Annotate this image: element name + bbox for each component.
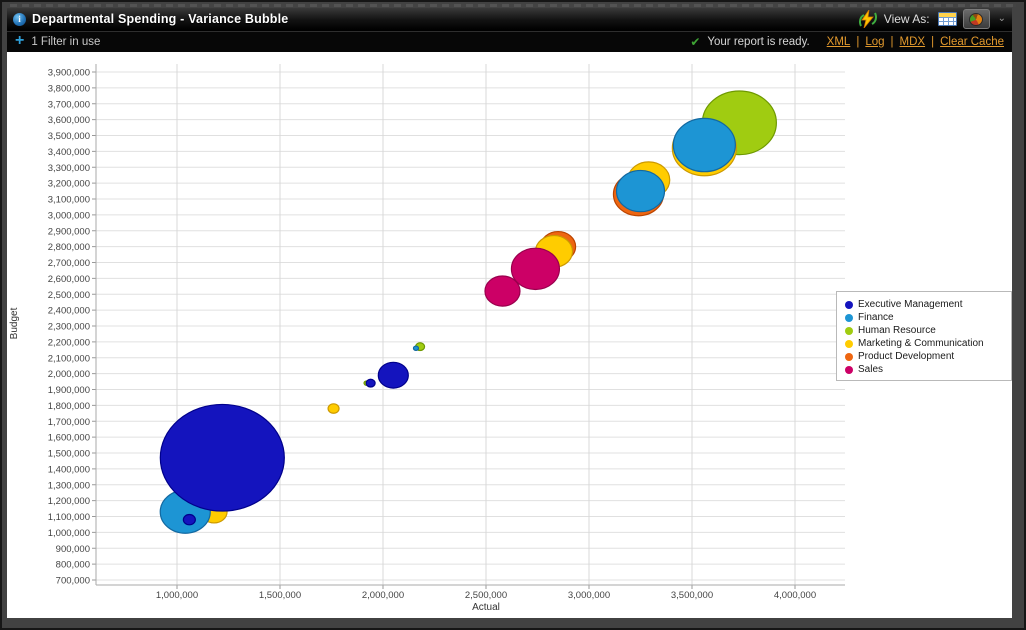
- bubble-finance[interactable]: [673, 118, 735, 171]
- view-as-label: View As:: [884, 12, 930, 26]
- y-tick-label: 2,500,000: [48, 290, 90, 301]
- y-tick-label: 3,400,000: [48, 147, 90, 158]
- legend-item[interactable]: Sales: [845, 363, 1005, 376]
- bubble-sales[interactable]: [511, 248, 559, 289]
- y-tick-label: 1,600,000: [48, 433, 90, 444]
- legend-label: Human Resource: [858, 325, 936, 336]
- y-tick-label: 1,800,000: [48, 401, 90, 412]
- bubble-marketing-communication[interactable]: [328, 404, 339, 413]
- x-tick-label: 2,500,000: [465, 590, 507, 601]
- y-tick-label: 2,000,000: [48, 369, 90, 380]
- legend-label: Executive Management: [858, 299, 963, 310]
- x-tick-label: 3,000,000: [568, 590, 610, 601]
- y-tick-label: 1,400,000: [48, 464, 90, 475]
- pie-chart-icon: [969, 13, 983, 26]
- bubble-executive-management[interactable]: [378, 362, 408, 388]
- add-filter-icon[interactable]: +: [15, 33, 24, 49]
- y-tick-label: 1,300,000: [48, 480, 90, 491]
- chart-panel: 700,000 800,000 900,000 1,000,000 1,100,000 1…: [7, 52, 1012, 618]
- y-tick-label: 3,900,000: [48, 68, 90, 79]
- y-tick-label: 1,500,000: [48, 449, 90, 460]
- y-tick-label: 3,000,000: [48, 210, 90, 221]
- check-icon: ✔: [690, 35, 700, 49]
- y-tick-label: 3,300,000: [48, 163, 90, 174]
- link-separator: |: [856, 36, 859, 48]
- y-tick-label: 800,000: [56, 560, 90, 571]
- link-separator: |: [931, 36, 934, 48]
- legend-item[interactable]: Product Development: [845, 350, 1005, 363]
- legend-label: Finance: [858, 312, 894, 323]
- x-tick-label: 2,000,000: [362, 590, 404, 601]
- y-tick-label: 2,200,000: [48, 337, 90, 348]
- bubble-executive-management[interactable]: [366, 379, 375, 387]
- x-tick-label: 1,500,000: [259, 590, 301, 601]
- y-tick-label: 2,400,000: [48, 306, 90, 317]
- legend-dot-icon: [845, 340, 853, 348]
- table-view-icon[interactable]: [938, 12, 957, 26]
- report-links: XML | Log | MDX | Clear Cache: [827, 36, 1004, 48]
- legend-item[interactable]: Executive Management: [845, 298, 1005, 311]
- legend-dot-icon: [845, 366, 853, 374]
- x-tick-label: 1,000,000: [156, 590, 198, 601]
- legend-item[interactable]: Human Resource: [845, 324, 1005, 337]
- y-tick-label: 3,600,000: [48, 115, 90, 126]
- y-tick-label: 900,000: [56, 544, 90, 555]
- legend-item[interactable]: Finance: [845, 311, 1005, 324]
- report-title: Departmental Spending - Variance Bubble: [32, 12, 288, 26]
- y-tick-label: 2,100,000: [48, 353, 90, 364]
- link-separator: |: [891, 36, 894, 48]
- y-tick-label: 1,700,000: [48, 417, 90, 428]
- bubble-finance[interactable]: [617, 170, 665, 211]
- y-tick-label: 700,000: [56, 576, 90, 587]
- legend-label: Marketing & Communication: [858, 338, 984, 349]
- y-axis-title: Budget: [9, 307, 20, 339]
- refresh-schedule-icon[interactable]: [858, 10, 878, 28]
- bubble-executive-management[interactable]: [160, 404, 284, 511]
- x-tick-label: 4,000,000: [774, 590, 816, 601]
- y-tick-label: 1,200,000: [48, 496, 90, 507]
- clear-cache-link[interactable]: Clear Cache: [940, 36, 1004, 48]
- info-icon[interactable]: i: [13, 13, 26, 26]
- y-tick-label: 2,800,000: [48, 242, 90, 253]
- legend-label: Sales: [858, 364, 883, 375]
- y-tick-label: 3,100,000: [48, 195, 90, 206]
- legend-dot-icon: [845, 327, 853, 335]
- legend-dot-icon: [845, 314, 853, 322]
- mdx-link[interactable]: MDX: [900, 36, 926, 48]
- y-tick-label: 1,900,000: [48, 385, 90, 396]
- y-tick-label: 3,700,000: [48, 99, 90, 110]
- y-tick-label: 1,100,000: [48, 512, 90, 523]
- y-tick-label: 3,200,000: [48, 179, 90, 190]
- title-bar: i Departmental Spending - Variance Bubbl…: [7, 8, 1012, 31]
- status-bar: + 1 Filter in use ✔ Your report is ready…: [7, 31, 1012, 52]
- legend-item[interactable]: Marketing & Communication: [845, 337, 1005, 350]
- xml-link[interactable]: XML: [827, 36, 851, 48]
- x-tick-label: 3,500,000: [671, 590, 713, 601]
- y-tick-label: 2,700,000: [48, 258, 90, 269]
- report-window: i Departmental Spending - Variance Bubbl…: [0, 0, 1026, 630]
- bubble-executive-management[interactable]: [183, 515, 195, 525]
- y-tick-label: 3,500,000: [48, 131, 90, 142]
- y-tick-label: 1,000,000: [48, 528, 90, 539]
- x-axis-title: Actual: [472, 602, 500, 613]
- legend-label: Product Development: [858, 351, 954, 362]
- legend-dot-icon: [845, 301, 853, 309]
- chart-legend: Executive Management Finance Human Resourc…: [836, 291, 1012, 381]
- chevron-down-icon[interactable]: ⌄: [998, 14, 1006, 24]
- filter-count-label[interactable]: 1 Filter in use: [31, 36, 100, 48]
- window-frame-texture: [10, 4, 1016, 7]
- chart-view-button[interactable]: [963, 9, 990, 29]
- legend-dot-icon: [845, 353, 853, 361]
- y-tick-label: 3,800,000: [48, 83, 90, 94]
- bubble-sales[interactable]: [485, 276, 520, 306]
- y-tick-label: 2,900,000: [48, 226, 90, 237]
- y-tick-label: 2,300,000: [48, 322, 90, 333]
- report-ready-label: Your report is ready.: [707, 36, 809, 48]
- log-link[interactable]: Log: [865, 36, 884, 48]
- y-tick-label: 2,600,000: [48, 274, 90, 285]
- bubble-finance[interactable]: [413, 346, 418, 350]
